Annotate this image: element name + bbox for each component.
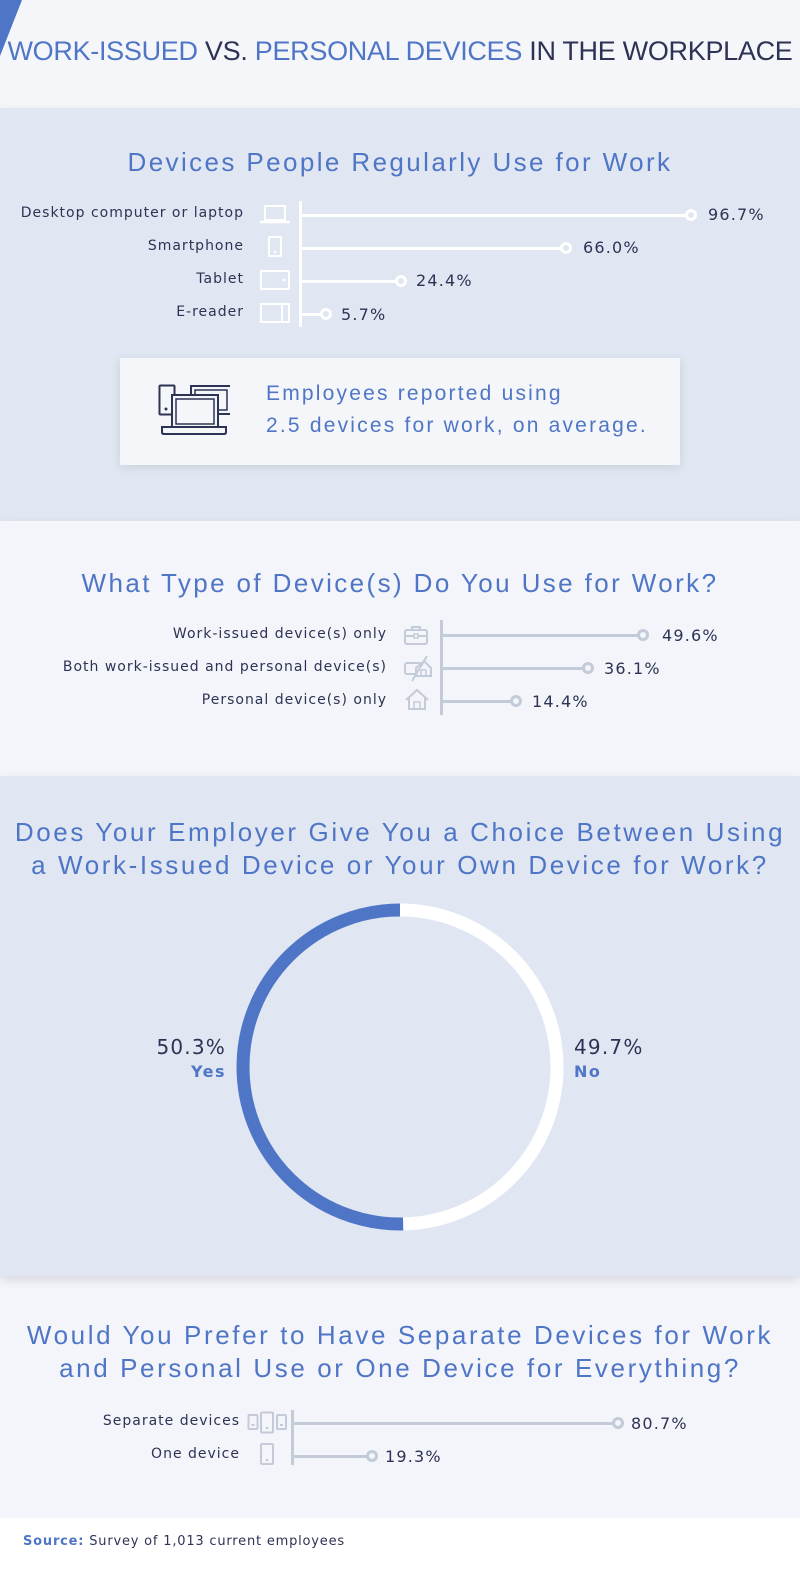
row-label: Desktop computer or laptop (20, 205, 244, 221)
bar-personal (441, 700, 512, 703)
chart-axis (299, 201, 302, 327)
section-title-line-1: Does Your Employer Give You a Choice Bet… (14, 817, 786, 847)
employer-choice-section: Does Your Employer Give You a Choice Bet… (0, 776, 800, 1276)
bar-end-dot (320, 308, 332, 320)
section-title: What Type of Device(s) Do You Use for Wo… (81, 568, 719, 598)
value-label: 14.4% (532, 692, 589, 711)
bar-tablet (300, 280, 397, 283)
bar-one-device (292, 1455, 368, 1458)
briefcase-home-icon (404, 655, 432, 682)
donut-chart (236, 903, 564, 1231)
value-label: 49.6% (662, 626, 719, 645)
value-label: 66.0% (583, 238, 640, 257)
value-label: 36.1% (604, 659, 661, 678)
no-label: No (574, 1062, 602, 1081)
source-label: Source: (23, 1534, 85, 1549)
yes-value: 50.3% (156, 1035, 226, 1059)
value-label: 24.4% (416, 271, 473, 290)
section-title-line-2: and Personal Use or One Device for Every… (59, 1353, 741, 1383)
single-device-icon (260, 1443, 274, 1465)
chart-axis (291, 1410, 294, 1465)
bar-end-dot (582, 662, 594, 674)
section-title: Would You Prefer to Have Separate Device… (0, 1319, 800, 1385)
callout-line-1: Employees reported using (266, 382, 563, 405)
bar-end-dot (685, 209, 697, 221)
bar-separate (292, 1422, 614, 1425)
value-label: 5.7% (341, 305, 387, 324)
source-text: Source: Survey of 1,013 current employee… (23, 1534, 345, 1549)
ereader-icon (260, 303, 290, 323)
bar-end-dot (612, 1417, 624, 1429)
row-label: Tablet (196, 271, 244, 287)
title-part-workplace: IN THE WORKPLACE (522, 36, 793, 66)
bar-end-dot (395, 275, 407, 287)
corner-accent (0, 0, 22, 56)
source-description: Survey of 1,013 current employees (84, 1534, 345, 1549)
multiple-devices-icon (158, 384, 230, 435)
callout-line-2: 2.5 devices for work, on average. (266, 414, 648, 437)
device-type-section: What Type of Device(s) Do You Use for Wo… (0, 521, 800, 776)
bar-end-dot (366, 1450, 378, 1462)
row-label: Work-issued device(s) only (172, 626, 387, 642)
separate-devices-icon (247, 1411, 287, 1434)
average-devices-callout: Employees reported using 2.5 devices for… (120, 358, 680, 465)
header: WORK-ISSUED VS. PERSONAL DEVICES IN THE … (0, 0, 800, 108)
device-preference-section: Would You Prefer to Have Separate Device… (0, 1276, 800, 1518)
bar-end-dot (510, 695, 522, 707)
laptop-icon (260, 205, 290, 224)
page-title: WORK-ISSUED VS. PERSONAL DEVICES IN THE … (0, 36, 800, 67)
row-label: E-reader (176, 304, 244, 320)
devices-used-section: Devices People Regularly Use for Work De… (0, 108, 800, 521)
section-title: Devices People Regularly Use for Work (127, 147, 673, 177)
bar-end-dot (560, 242, 572, 254)
callout-text: Employees reported using 2.5 devices for… (266, 378, 648, 442)
bar-desktop (300, 214, 686, 217)
row-label: Personal device(s) only (201, 692, 387, 708)
value-label: 80.7% (631, 1414, 688, 1433)
briefcase-icon (404, 626, 428, 645)
row-label: Smartphone (147, 238, 244, 254)
donut-yes-arc (236, 903, 564, 1231)
row-label: Separate devices (102, 1413, 240, 1429)
smartphone-icon (268, 236, 282, 257)
yes-label: Yes (191, 1062, 226, 1081)
bar-work-issued (441, 634, 638, 637)
title-part-work-issued: WORK-ISSUED (7, 36, 199, 66)
section-title-line-1: Would You Prefer to Have Separate Device… (26, 1320, 774, 1350)
bar-ereader (300, 313, 322, 316)
bar-both (441, 667, 585, 670)
section-title-line-2: a Work-Issued Device or Your Own Device … (31, 850, 769, 880)
home-icon (405, 688, 429, 710)
tablet-icon (260, 270, 290, 290)
title-part-vs: VS. (197, 36, 255, 66)
row-label: Both work-issued and personal device(s) (62, 659, 387, 675)
value-label: 19.3% (385, 1447, 442, 1466)
bar-end-dot (637, 629, 649, 641)
row-label: One device (151, 1446, 240, 1462)
no-value: 49.7% (574, 1035, 644, 1059)
bar-smartphone (300, 247, 562, 250)
source-footer: Source: Survey of 1,013 current employee… (0, 1518, 800, 1571)
title-part-personal-devices: PERSONAL DEVICES (254, 36, 523, 66)
section-title: Does Your Employer Give You a Choice Bet… (0, 816, 800, 882)
value-label: 96.7% (708, 205, 765, 224)
